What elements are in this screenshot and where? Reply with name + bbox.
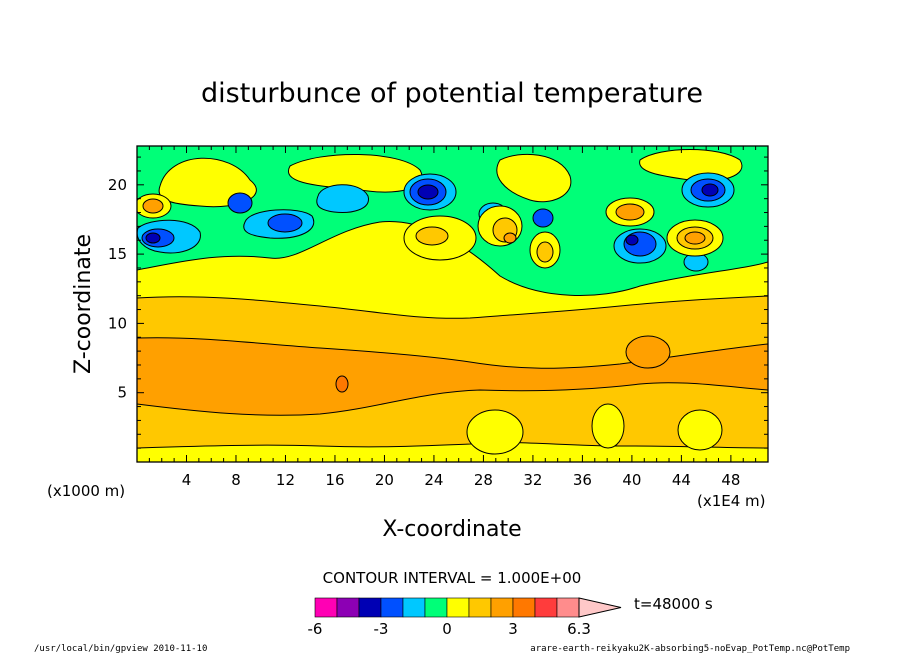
colorbar-cell: [447, 598, 469, 617]
colorbar-tick-label: 3: [508, 620, 518, 638]
colorbar-cell: [403, 598, 425, 617]
y-axis-unit: (x1000 m): [47, 482, 125, 500]
x-tick-label: 4: [182, 471, 192, 489]
y-tick-label: 20: [108, 176, 127, 194]
y-tick-label: 15: [108, 245, 127, 263]
x-tick-label: 16: [325, 471, 344, 489]
patch-yellow-38-low: [592, 404, 624, 448]
eddy-dark-orange-45: [685, 232, 705, 244]
colorbar-cell: [469, 598, 491, 617]
colorbar-tick-label: -6: [308, 620, 323, 638]
eddy-navy-44: [702, 184, 718, 196]
x-tick-label: 8: [231, 471, 241, 489]
x-tick-label: 44: [672, 471, 691, 489]
eddy-blue-8: [228, 193, 252, 213]
y-tick-label: 10: [108, 314, 127, 332]
x-tick-label: 40: [622, 471, 641, 489]
x-tick-label: 48: [721, 471, 740, 489]
x-axis-unit: (x1E4 m): [697, 492, 766, 510]
x-tick-label: 36: [573, 471, 592, 489]
x-axis-label: X-coordinate: [382, 517, 521, 542]
contour-interval-label: CONTOUR INTERVAL = 1.000E+00: [323, 569, 582, 587]
y-tick-label: 5: [117, 384, 127, 402]
chart-title: disturbunce of potential temperature: [201, 78, 703, 109]
eddy-orange-33: [537, 242, 553, 262]
colorbar-arrow: [579, 598, 621, 617]
eddy-navy-24: [418, 185, 438, 199]
colorbar-cell: [381, 598, 403, 617]
eddy-orange-40: [616, 204, 644, 220]
eddy-red-29: [504, 233, 516, 243]
colorbar-cell: [535, 598, 557, 617]
patch-orange-40-low: [626, 336, 670, 368]
footer-left: /usr/local/bin/gpview 2010-11-10: [34, 644, 207, 654]
x-tick-label: 28: [474, 471, 493, 489]
footer-right: arare-earth-reikyaku2K-absorbing5-noEvap…: [530, 644, 850, 654]
patch-orange-16: [336, 376, 348, 392]
colorbar: [315, 598, 621, 617]
time-label: t=48000 s: [634, 595, 713, 613]
x-tick-label: 32: [523, 471, 542, 489]
patch-yellow-28-low: [467, 410, 523, 454]
colorbar-cell: [513, 598, 535, 617]
x-tick-label: 20: [375, 471, 394, 489]
colorbar-cell: [315, 598, 337, 617]
colorbar-cell: [491, 598, 513, 617]
eddy-navy-left: [146, 233, 160, 243]
x-tick-label: 24: [424, 471, 443, 489]
colorbar-tick-label: -3: [374, 620, 389, 638]
colorbar-ticks: -6 -3 0 3 6.3: [308, 620, 591, 638]
contour-field: [135, 146, 768, 462]
patch-yellow-45-low: [678, 410, 722, 450]
colorbar-tick-label: 6.3: [567, 620, 591, 638]
colorbar-cell: [557, 598, 579, 617]
eddy-cyan-18: [317, 185, 369, 213]
eddy-blue-12: [268, 214, 302, 232]
eddy-orange-1: [143, 199, 163, 213]
colorbar-tick-label: 0: [442, 620, 452, 638]
y-axis-label: Z-coordinate: [71, 234, 96, 374]
eddy-navy-40: [626, 235, 638, 245]
eddy-orange-24b: [416, 227, 448, 245]
colorbar-cell: [359, 598, 381, 617]
eddy-blue-33: [533, 209, 553, 227]
colorbar-cell: [337, 598, 359, 617]
colorbar-cell: [425, 598, 447, 617]
x-tick-label: 12: [276, 471, 295, 489]
